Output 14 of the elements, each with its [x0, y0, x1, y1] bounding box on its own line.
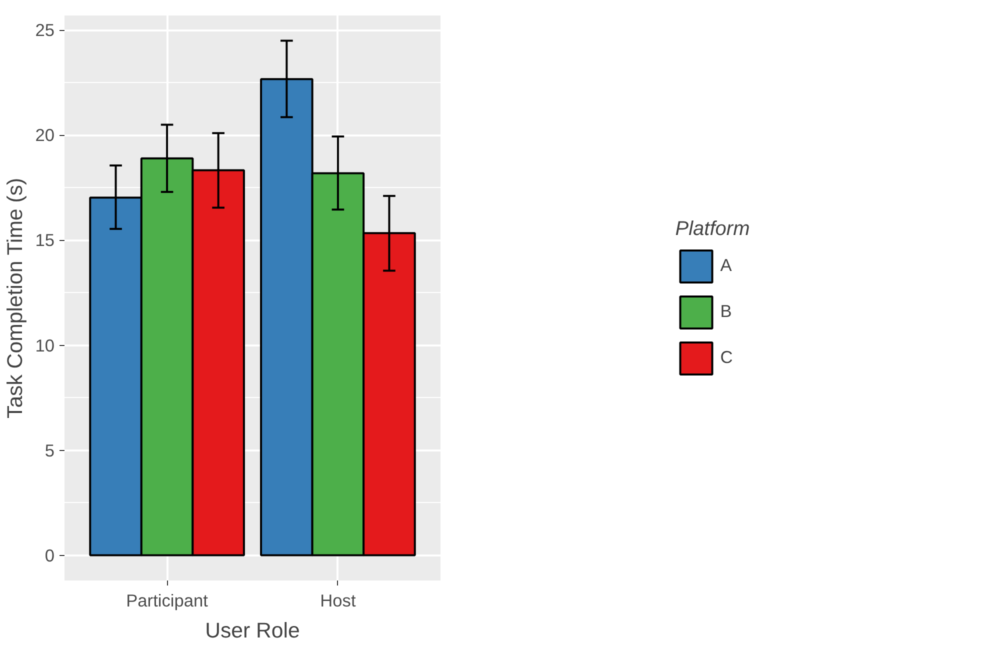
y-tick-label: 25	[35, 20, 55, 40]
y-tick-label: 20	[35, 125, 55, 146]
y-tick-label: 0	[44, 545, 55, 566]
y-tick-label: 10	[35, 335, 55, 356]
legend-label: B	[720, 301, 733, 322]
legend-label: C	[720, 347, 734, 368]
y-axis-title: Task Completion Time (s)	[3, 178, 28, 418]
legend-title: Platform	[675, 218, 750, 240]
x-tick-label: Host	[320, 590, 356, 610]
x-tick-label: Participant	[126, 590, 208, 610]
y-tick-label: 5	[44, 440, 55, 460]
legend-label: A	[720, 255, 733, 276]
x-axis-title: User Role	[205, 618, 300, 642]
y-tick-label: 15	[35, 230, 55, 250]
